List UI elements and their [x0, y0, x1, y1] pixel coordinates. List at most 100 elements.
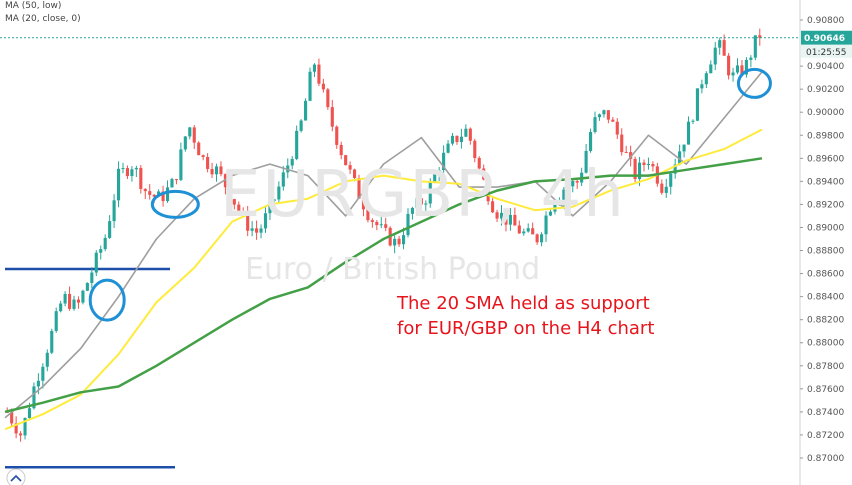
candle-body — [424, 203, 428, 205]
candle — [139, 165, 143, 194]
candle-body — [10, 412, 14, 424]
candle-body — [41, 366, 45, 381]
support-circles — [88, 67, 772, 322]
moving-averages — [4, 71, 763, 431]
candle-body — [148, 191, 152, 195]
candle — [486, 175, 490, 205]
candle-body — [700, 84, 704, 89]
candle — [76, 296, 81, 309]
candle-body — [197, 142, 201, 156]
candle-body — [344, 155, 348, 166]
candle-body — [36, 380, 40, 387]
candle-body — [32, 386, 36, 409]
y-tick-label: 0.87200 — [807, 431, 844, 441]
candle-body — [660, 183, 664, 193]
candle — [312, 63, 317, 78]
candle — [148, 184, 152, 200]
scroll-button[interactable] — [6, 468, 26, 485]
legend-ma50[interactable]: MA (50, low) — [5, 1, 62, 11]
candle — [19, 431, 23, 442]
candle-body — [753, 35, 757, 58]
candle — [446, 140, 450, 154]
candle-body — [259, 228, 263, 233]
candle — [125, 165, 130, 179]
candle — [384, 217, 388, 232]
candle — [295, 125, 299, 161]
candle-body — [27, 408, 32, 418]
candle — [210, 162, 214, 178]
candle-body — [188, 127, 192, 137]
ma50-low-line — [4, 128, 763, 431]
candle — [664, 178, 668, 198]
candle-body — [442, 152, 446, 171]
annotation-line-1: The 20 SMA held as support — [397, 293, 650, 314]
candle — [513, 207, 517, 226]
candle — [375, 220, 379, 231]
candle-body — [473, 140, 477, 158]
candle — [415, 193, 419, 211]
candle-body — [165, 187, 170, 202]
candle-body — [14, 423, 18, 434]
candles — [5, 28, 762, 442]
candle — [406, 208, 410, 238]
candle — [246, 206, 250, 237]
candle-body — [709, 64, 713, 74]
candle — [116, 161, 121, 208]
candle-body — [749, 57, 753, 60]
candle — [63, 291, 67, 307]
candle — [713, 41, 717, 71]
candle-body — [339, 144, 343, 156]
candle — [304, 98, 308, 121]
candle — [255, 220, 259, 240]
y-tick-label: 0.88200 — [807, 316, 844, 326]
candle-body — [108, 221, 112, 238]
ma-green-line — [4, 157, 763, 414]
candle — [477, 156, 481, 174]
candle-body — [624, 152, 628, 154]
candle — [642, 159, 646, 172]
y-tick-label: 0.89400 — [807, 177, 844, 187]
candle-body — [397, 238, 401, 245]
candle — [72, 295, 76, 311]
candle — [85, 282, 89, 292]
candle — [268, 195, 272, 220]
candle-body — [401, 235, 406, 245]
support-circle — [150, 189, 200, 219]
candle-body — [486, 179, 490, 202]
candle — [401, 227, 406, 250]
candle-body — [335, 126, 339, 145]
candle-body — [557, 199, 561, 205]
candle-body — [464, 128, 468, 137]
support-circle — [88, 278, 126, 322]
candle-body — [713, 47, 717, 65]
candle — [695, 88, 699, 121]
candle — [482, 164, 486, 181]
candle — [183, 136, 187, 152]
candle — [214, 163, 219, 182]
candle — [428, 178, 432, 208]
y-tick-label: 0.90000 — [807, 108, 844, 118]
candle-body — [152, 194, 156, 197]
candle — [50, 328, 54, 355]
y-tick-label: 0.90400 — [807, 62, 844, 72]
candle-body — [272, 199, 276, 201]
candle — [161, 185, 165, 207]
legend-ma20[interactable]: MA (20, close, 0) — [5, 14, 81, 24]
candle — [112, 194, 116, 229]
candle — [259, 224, 263, 239]
candle-body — [686, 121, 691, 145]
candle — [597, 113, 602, 121]
candle — [455, 135, 459, 145]
candle-body — [59, 303, 63, 312]
candle — [108, 215, 112, 239]
candle-body — [94, 252, 98, 273]
candle-body — [63, 294, 67, 304]
candle — [562, 187, 566, 207]
candle-body — [544, 215, 548, 235]
candle-body — [393, 238, 397, 246]
candle — [753, 35, 757, 61]
candle — [508, 208, 512, 231]
candle — [735, 58, 740, 75]
candle — [660, 179, 664, 195]
